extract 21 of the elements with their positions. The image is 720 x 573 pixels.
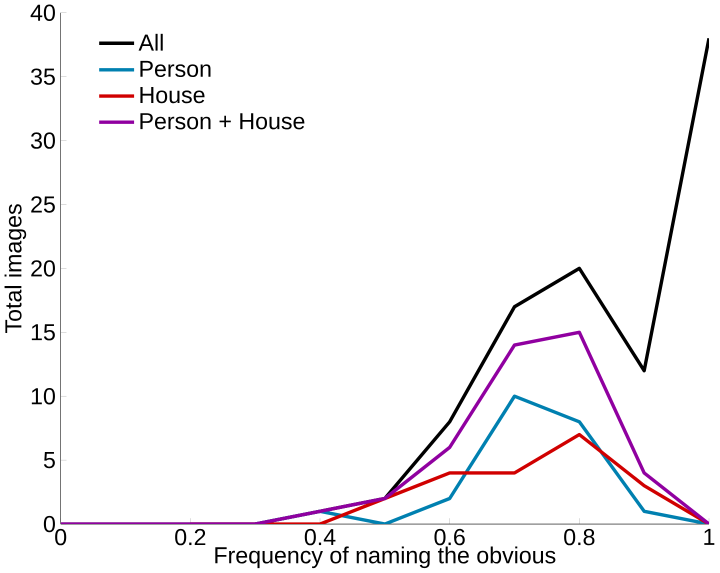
legend-label: Person + House	[140, 113, 304, 130]
y-tick-label: 0	[44, 516, 55, 532]
y-tick-label: 30	[30, 132, 55, 149]
legend-label: Person	[140, 61, 210, 78]
y-tick-label: 35	[30, 68, 55, 86]
x-tick-label: 0.2	[175, 529, 206, 546]
x-tick-label: 0	[55, 529, 66, 546]
y-tick-label: 5	[44, 452, 55, 468]
x-tick-label: 0.6	[434, 529, 465, 546]
x-tick-label: 0.8	[564, 529, 594, 546]
x-tick-label: 0.4	[304, 529, 336, 546]
y-tick-label: 40	[30, 4, 55, 22]
y-tick-label: 20	[31, 260, 55, 277]
legend-label: All	[138, 34, 163, 51]
y-tick-label: 10	[32, 388, 55, 405]
legend-label: House	[140, 87, 205, 104]
y-tick-label: 25	[31, 196, 55, 213]
x-tick-label: 1	[704, 529, 714, 546]
y-tick-label: 15	[32, 324, 55, 341]
x-axis-title: Frequency of naming the obvious	[215, 546, 556, 568]
y-axis-title: Total images	[4, 204, 26, 334]
